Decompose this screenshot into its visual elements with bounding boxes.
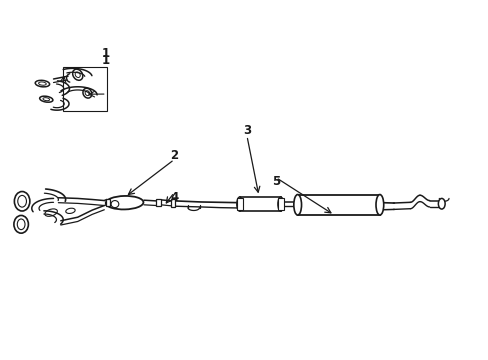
Text: 1: 1: [101, 47, 109, 60]
Ellipse shape: [14, 192, 30, 211]
Ellipse shape: [437, 198, 444, 209]
Ellipse shape: [105, 196, 143, 210]
Text: 2: 2: [170, 149, 178, 162]
Bar: [236, 198, 242, 210]
Bar: [105, 199, 109, 206]
Ellipse shape: [236, 197, 242, 211]
Ellipse shape: [14, 215, 28, 233]
Text: 5: 5: [271, 175, 280, 188]
Bar: [171, 199, 175, 207]
Text: 4: 4: [170, 191, 178, 204]
Ellipse shape: [375, 194, 383, 215]
Text: 3: 3: [243, 124, 250, 137]
Bar: [156, 199, 161, 206]
Ellipse shape: [293, 194, 301, 215]
Bar: [63, 67, 106, 111]
Bar: [277, 198, 283, 210]
Ellipse shape: [277, 197, 283, 211]
Text: 1: 1: [101, 54, 109, 67]
